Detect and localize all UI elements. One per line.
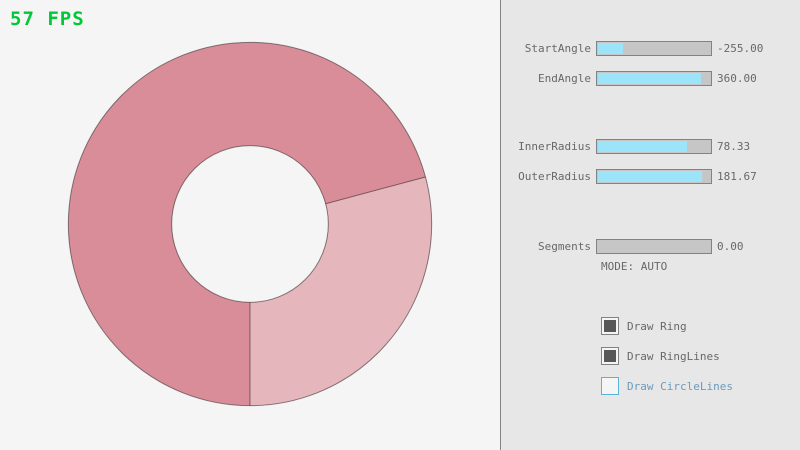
checkbox-box[interactable] xyxy=(601,377,619,395)
outerradius-slider[interactable] xyxy=(596,168,712,184)
startangle-row: StartAngle -255.00 xyxy=(501,40,800,56)
startangle-value: -255.00 xyxy=(717,41,764,55)
startangle-slider[interactable] xyxy=(596,40,712,56)
endangle-row: EndAngle 360.00 xyxy=(501,70,800,86)
checkbox-label: Draw Ring xyxy=(627,319,687,333)
checkbox-box[interactable] xyxy=(601,317,619,335)
controls-panel: StartAngle -255.00 EndAngle 360.00 Inner… xyxy=(500,0,800,450)
innerradius-row: InnerRadius 78.33 xyxy=(501,138,800,154)
segments-label: Segments xyxy=(538,239,591,253)
outerradius-label: OuterRadius xyxy=(518,169,591,183)
checkbox-draw-ring[interactable]: Draw Ring xyxy=(601,316,687,336)
endangle-slider[interactable] xyxy=(596,70,712,86)
innerradius-label: InnerRadius xyxy=(518,139,591,153)
segments-mode-label: MODE: AUTO xyxy=(601,260,668,273)
endangle-label: EndAngle xyxy=(538,71,591,85)
startangle-label: StartAngle xyxy=(524,41,591,55)
segments-slider[interactable] xyxy=(596,238,712,254)
slider-fill xyxy=(598,170,702,182)
innerradius-value: 78.33 xyxy=(717,139,751,153)
innerradius-slider[interactable] xyxy=(596,138,712,154)
fps-counter: 57 FPS xyxy=(10,8,85,30)
endangle-value: 360.00 xyxy=(717,71,757,85)
segments-row: Segments 0.00 xyxy=(501,238,800,254)
checkbox-draw-ringlines[interactable]: Draw RingLines xyxy=(601,346,720,366)
slider-fill xyxy=(598,42,624,54)
slider-fill xyxy=(598,72,701,84)
checkbox-box[interactable] xyxy=(601,347,619,365)
outerradius-row: OuterRadius 181.67 xyxy=(501,168,800,184)
checkbox-draw-circlelines[interactable]: Draw CircleLines xyxy=(601,376,733,396)
checkbox-label: Draw RingLines xyxy=(627,349,720,363)
outerradius-value: 181.67 xyxy=(717,169,757,183)
segments-value: 0.00 xyxy=(717,239,744,253)
ring-donut-canvas xyxy=(67,41,433,407)
checkbox-label: Draw CircleLines xyxy=(627,379,733,393)
slider-fill xyxy=(598,140,687,152)
